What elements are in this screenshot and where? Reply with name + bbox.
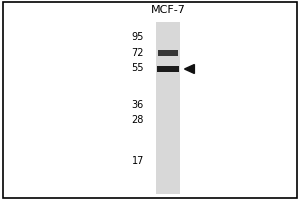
- Bar: [158, 50, 178, 56]
- Text: 72: 72: [131, 48, 144, 58]
- Text: MCF-7: MCF-7: [151, 5, 185, 15]
- Text: 95: 95: [132, 32, 144, 42]
- Polygon shape: [184, 64, 194, 73]
- Text: 36: 36: [132, 100, 144, 110]
- Text: 17: 17: [132, 156, 144, 166]
- Text: 28: 28: [132, 115, 144, 125]
- Bar: [156, 22, 180, 194]
- Text: 55: 55: [131, 63, 144, 73]
- Bar: [157, 66, 179, 72]
